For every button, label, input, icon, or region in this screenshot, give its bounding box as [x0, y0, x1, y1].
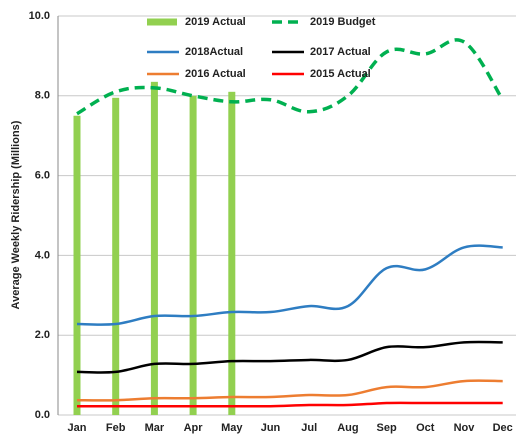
legend-label: 2018Actual [185, 46, 243, 58]
bar [73, 115, 81, 415]
legend-label: 2016 Actual [185, 68, 246, 80]
line [76, 340, 503, 374]
x-tick-label: Jun [261, 422, 281, 434]
x-tick-label: Dec [493, 422, 513, 434]
y-tick-label: 4.0 [35, 249, 50, 261]
y-axis-label: Average Weekly Ridership (Millions) [10, 120, 22, 309]
x-tick-label: Jan [68, 422, 87, 434]
line [76, 244, 503, 326]
x-tick-label: May [221, 422, 243, 434]
bar [228, 91, 236, 415]
x-tick-label: Aug [337, 422, 358, 434]
bar [189, 95, 197, 416]
line [76, 379, 503, 402]
legend-label: 2017 Actual [310, 46, 371, 58]
x-tick-label: Oct [416, 422, 435, 434]
line [76, 38, 505, 116]
bar [112, 97, 120, 416]
y-tick-label: 0.0 [35, 409, 50, 421]
line [77, 401, 503, 408]
x-tick-label: Mar [145, 422, 165, 434]
bar [150, 81, 158, 416]
y-tick-label: 6.0 [35, 170, 50, 182]
y-tick-label: 10.0 [29, 10, 50, 22]
legend-label: 2019 Actual [185, 16, 246, 28]
x-tick-label: Feb [106, 422, 126, 434]
x-tick-label: Jul [301, 422, 317, 434]
legend-label: 2015 Actual [310, 68, 371, 80]
legend-swatch [147, 18, 177, 26]
y-tick-label: 8.0 [35, 90, 50, 102]
x-tick-label: Sep [377, 422, 397, 434]
x-tick-label: Nov [454, 422, 476, 434]
y-tick-label: 2.0 [35, 329, 50, 341]
legend-label: 2019 Budget [310, 16, 376, 28]
x-tick-label: Apr [184, 422, 204, 434]
